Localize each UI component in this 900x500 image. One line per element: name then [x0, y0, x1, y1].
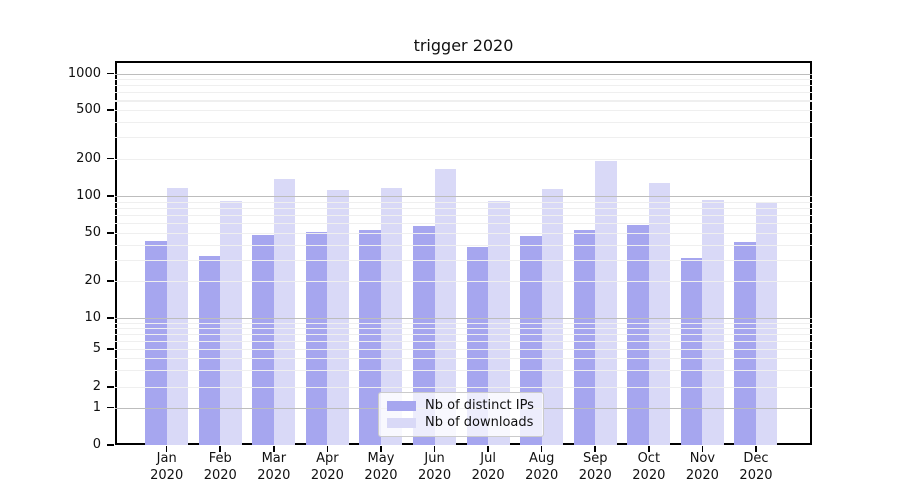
y-tick-mark-10 — [107, 317, 114, 319]
y-tick-label-1000: 1000 — [67, 65, 101, 81]
x-tick-label-nov: Nov 2020 — [685, 451, 719, 483]
y-tick-mark-0 — [107, 444, 114, 446]
x-tick-label-jun: Jun 2020 — [418, 451, 452, 483]
y-tick-label-1: 1 — [92, 399, 101, 415]
bar-downloads-nov — [702, 199, 724, 445]
bar-ips-jan — [145, 240, 167, 445]
gridline-minor-900 — [115, 79, 812, 81]
bar-downloads-mar — [273, 178, 296, 445]
bar-downloads-dec — [755, 202, 778, 445]
plot-area — [115, 61, 812, 445]
gridline-minor-700 — [115, 92, 812, 94]
legend-swatch-downloads — [387, 417, 416, 428]
x-tick-label-aug: Aug 2020 — [525, 451, 559, 483]
bar-ips-oct — [627, 225, 649, 445]
x-tick-mark-jul — [487, 446, 489, 452]
x-tick-mark-nov — [701, 446, 704, 452]
y-tick-label-100: 100 — [76, 188, 101, 203]
x-tick-mark-jun — [433, 446, 436, 452]
y-tick-mark-2 — [107, 386, 114, 388]
legend-swatch-distinct-ips — [387, 400, 416, 411]
y-tick-label-20: 20 — [84, 273, 101, 288]
y-tick-label-5: 5 — [92, 341, 101, 356]
y-tick-label-2: 2 — [92, 379, 101, 394]
bar-ips-sep — [573, 229, 596, 445]
gridline-minor-200 — [115, 158, 812, 160]
y-tick-mark-50 — [107, 232, 114, 234]
x-tick-label-mar: Mar 2020 — [257, 451, 291, 483]
gridline-major-100 — [115, 196, 812, 198]
legend-item-downloads: Nb of downloads — [387, 414, 535, 431]
legend: Nb of distinct IPs Nb of downloads — [378, 392, 544, 437]
y-tick-label-200: 200 — [76, 150, 101, 166]
bar-ips-apr — [305, 231, 328, 445]
x-tick-mark-aug — [540, 446, 543, 452]
bar-downloads-jan — [166, 188, 189, 445]
x-tick-label-jul: Jul 2020 — [471, 451, 505, 483]
x-tick-mark-jan — [165, 446, 168, 452]
x-tick-mark-apr — [326, 446, 329, 452]
gridline-minor-600 — [115, 100, 812, 102]
gridline-minor-400 — [115, 121, 812, 123]
x-tick-label-apr: Apr 2020 — [310, 451, 344, 483]
x-tick-mark-oct — [648, 446, 650, 452]
legend-label-distinct-ips: Nb of distinct IPs — [425, 398, 534, 413]
y-tick-mark-20 — [107, 280, 114, 282]
chart-title: trigger 2020 — [413, 36, 514, 55]
legend-label-downloads: Nb of downloads — [425, 415, 534, 430]
gridline-minor-800 — [115, 85, 812, 87]
x-tick-mark-dec — [755, 446, 757, 452]
gridline-minor-300 — [115, 137, 812, 139]
bar-ips-may — [359, 229, 381, 445]
y-tick-mark-1 — [107, 406, 114, 409]
bar-downloads-aug — [541, 188, 564, 445]
y-tick-mark-5 — [107, 348, 114, 350]
bar-ips-dec — [734, 242, 756, 445]
y-tick-label-500: 500 — [76, 102, 101, 117]
bar-ips-feb — [198, 256, 221, 445]
y-tick-label-50: 50 — [84, 225, 101, 240]
bar-downloads-feb — [220, 201, 242, 445]
x-tick-label-dec: Dec 2020 — [739, 451, 773, 483]
x-tick-mark-sep — [594, 446, 597, 452]
y-tick-mark-200 — [107, 157, 114, 160]
x-tick-mark-mar — [273, 446, 275, 452]
bar-downloads-oct — [648, 182, 671, 445]
x-tick-label-feb: Feb 2020 — [203, 451, 237, 483]
x-tick-label-may: May 2020 — [364, 451, 398, 483]
legend-item-distinct-ips: Nb of distinct IPs — [387, 397, 535, 414]
x-tick-label-jan: Jan 2020 — [150, 451, 184, 483]
bar-ips-mar — [252, 235, 274, 445]
gridline-major-1000 — [115, 73, 812, 75]
y-tick-mark-100 — [107, 195, 114, 197]
bar-ips-jun — [413, 226, 435, 445]
bar-downloads-sep — [595, 160, 617, 445]
x-tick-mark-feb — [219, 446, 222, 452]
bar-ips-nov — [680, 258, 703, 445]
bar-downloads-apr — [327, 189, 349, 445]
y-tick-mark-500 — [107, 109, 114, 111]
y-tick-mark-1000 — [107, 72, 114, 75]
y-tick-label-10: 10 — [84, 310, 101, 325]
bar-downloads-jun — [434, 168, 457, 445]
x-tick-label-oct: Oct 2020 — [632, 451, 666, 483]
x-tick-label-sep: Sep 2020 — [578, 451, 612, 483]
bar-downloads-may — [380, 187, 403, 445]
gridline-minor-500 — [115, 110, 812, 112]
y-tick-label-0: 0 — [92, 437, 101, 452]
x-tick-mark-may — [380, 446, 382, 452]
